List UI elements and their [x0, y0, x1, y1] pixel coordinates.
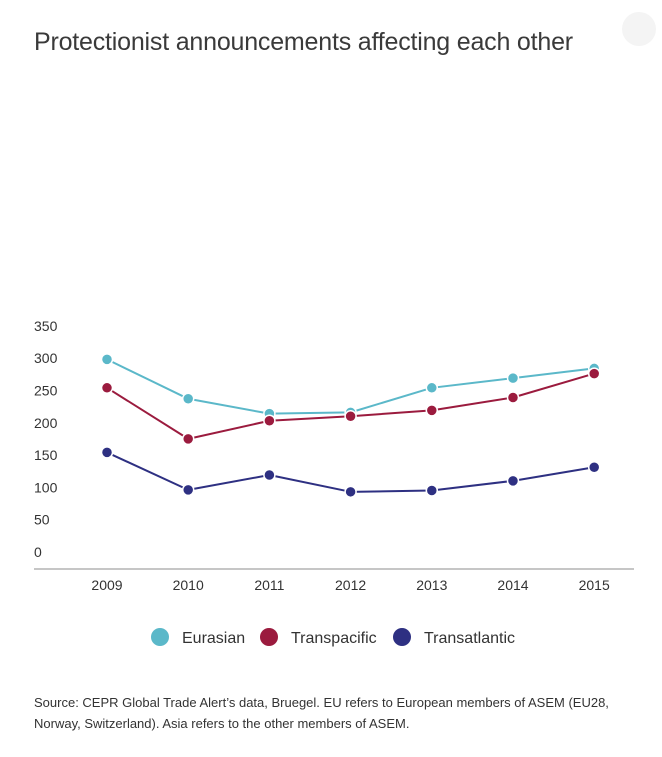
data-point-transpacific — [425, 404, 439, 417]
data-point-transpacific — [506, 391, 520, 404]
data-point-transatlantic — [506, 474, 520, 488]
y-tick-label: 300 — [34, 350, 58, 366]
legend-marker-transatlantic — [393, 628, 411, 646]
legend: Eurasian Transpacific Transatlantic — [151, 628, 515, 647]
x-tick-label: 2013 — [416, 577, 447, 593]
legend-label-transpacific: Transpacific — [291, 630, 377, 647]
data-point-transatlantic — [587, 461, 601, 474]
x-tick-label: 2014 — [497, 577, 528, 593]
y-tick-label: 350 — [34, 318, 58, 334]
data-point-transatlantic — [181, 483, 195, 497]
series-points — [100, 353, 601, 499]
data-point-eurasian — [100, 353, 114, 366]
y-tick-label: 100 — [34, 479, 58, 495]
legend-label-transatlantic: Transatlantic — [424, 630, 515, 647]
y-axis-ticks: 0 50 100 150 200 250 300 350 — [34, 318, 58, 560]
y-tick-label: 250 — [34, 383, 58, 399]
x-tick-label: 2015 — [579, 577, 610, 593]
source-note: Source: CEPR Global Trade Alert’s data, … — [34, 695, 609, 731]
x-tick-label: 2010 — [173, 577, 204, 593]
y-tick-label: 150 — [34, 447, 58, 463]
y-tick-label: 50 — [34, 512, 50, 528]
legend-label-eurasian: Eurasian — [182, 630, 245, 647]
y-tick-label: 200 — [34, 415, 58, 431]
chart-title: Protectionist announcements affecting ea… — [34, 28, 573, 56]
x-tick-label: 2011 — [254, 577, 284, 593]
data-point-eurasian — [425, 381, 439, 395]
y-tick-label: 0 — [34, 544, 42, 560]
data-point-transpacific — [587, 367, 601, 380]
legend-marker-transpacific — [260, 628, 278, 646]
data-point-transpacific — [263, 414, 276, 428]
series-line-eurasian — [106, 358, 595, 415]
legend-marker-eurasian — [151, 628, 169, 646]
data-point-eurasian — [506, 371, 520, 385]
data-point-transpacific — [100, 381, 114, 395]
x-tick-label: 2012 — [335, 577, 366, 593]
data-point-transpacific — [344, 409, 357, 423]
series-lines — [106, 358, 595, 493]
corner-decoration — [622, 12, 656, 46]
x-axis-ticks: 2009 2010 2011 2012 2013 2014 2015 — [91, 577, 610, 593]
data-point-transatlantic — [425, 484, 439, 497]
data-point-transatlantic — [344, 485, 357, 499]
x-tick-label: 2009 — [91, 577, 122, 593]
data-point-transatlantic — [263, 468, 276, 482]
data-point-transatlantic — [100, 446, 114, 459]
data-point-eurasian — [181, 392, 195, 406]
data-point-transpacific — [181, 432, 195, 446]
